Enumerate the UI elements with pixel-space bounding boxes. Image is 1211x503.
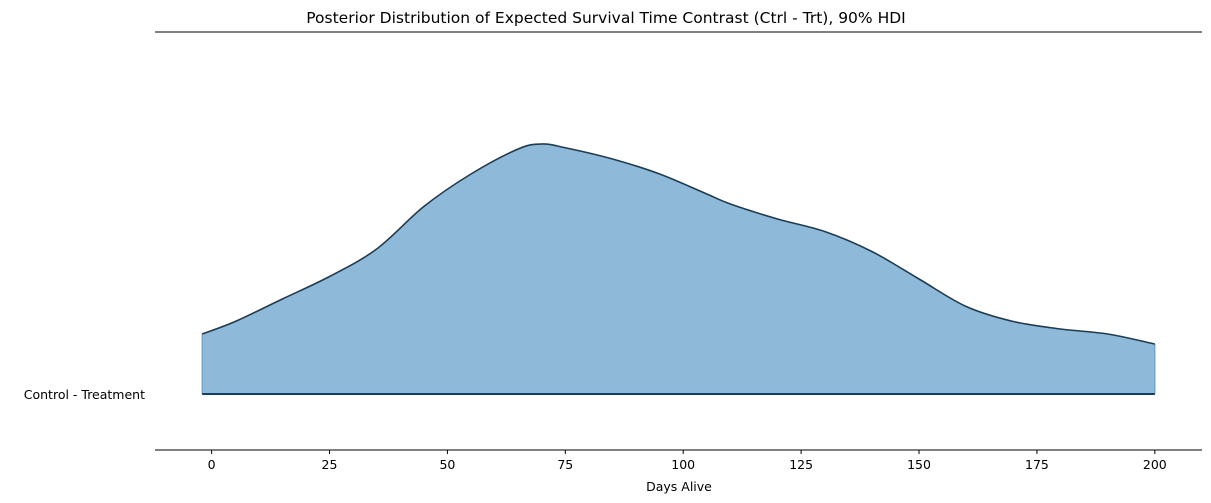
x-tick-label: 75 [557,457,573,472]
x-axis-ticks: 0 25 50 75 100 125 150 175 200 [208,450,1167,472]
chart-title: Posterior Distribution of Expected Survi… [306,9,905,27]
x-tick-label: 150 [907,457,931,472]
x-tick-label: 50 [439,457,455,472]
x-tick-label: 125 [789,457,813,472]
x-tick-label: 100 [671,457,695,472]
category-label: Control - Treatment [24,387,145,402]
density-layer [201,143,1156,395]
density-curve [201,143,1156,345]
x-tick-label: 25 [322,457,338,472]
x-tick-label: 200 [1143,457,1167,472]
x-tick-label: 175 [1025,457,1049,472]
x-axis-label: Days Alive [646,479,712,494]
x-tick-label: 0 [208,457,216,472]
density-fill [202,143,1155,394]
